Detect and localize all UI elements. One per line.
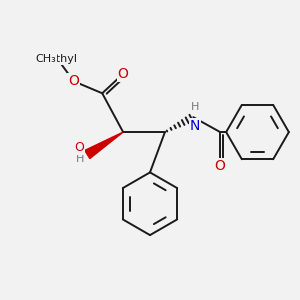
Text: N: N — [190, 118, 200, 133]
Polygon shape — [85, 132, 123, 158]
Text: O: O — [74, 142, 84, 154]
Text: O: O — [215, 159, 226, 173]
Text: CH₃: CH₃ — [35, 54, 56, 64]
Text: H: H — [76, 154, 84, 164]
Text: H: H — [190, 102, 199, 112]
Text: O: O — [68, 74, 79, 88]
Text: O: O — [118, 67, 129, 81]
Text: methyl: methyl — [38, 54, 77, 64]
